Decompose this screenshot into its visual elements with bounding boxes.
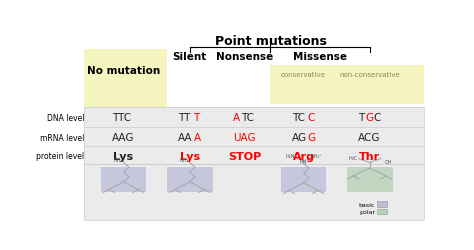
- Text: Nonsense: Nonsense: [216, 52, 273, 62]
- Text: Lys: Lys: [113, 151, 134, 161]
- Bar: [346, 168, 392, 193]
- Text: G: G: [308, 133, 316, 143]
- Text: STOP: STOP: [228, 151, 261, 161]
- Text: polar: polar: [359, 210, 375, 214]
- Text: Missense: Missense: [293, 52, 347, 62]
- Bar: [84, 50, 167, 108]
- Text: H₃C: H₃C: [348, 156, 358, 160]
- Text: mRNA level: mRNA level: [40, 133, 84, 142]
- Text: AG: AG: [292, 133, 307, 143]
- Text: NH₂⁺: NH₂⁺: [114, 158, 126, 162]
- Text: A: A: [193, 133, 201, 143]
- Text: A: A: [233, 112, 240, 122]
- Text: protein level: protein level: [36, 152, 84, 160]
- Text: DNA level: DNA level: [47, 113, 84, 122]
- Text: TC: TC: [292, 112, 305, 122]
- Text: NH₂⁺: NH₂⁺: [180, 158, 192, 162]
- Text: ACG: ACG: [358, 133, 381, 143]
- Text: Arg: Arg: [292, 151, 315, 161]
- Text: Silent: Silent: [173, 52, 207, 62]
- Bar: [377, 202, 387, 207]
- Text: T: T: [358, 112, 365, 122]
- Text: non-conservative: non-conservative: [339, 71, 400, 77]
- Text: TTC: TTC: [112, 112, 131, 122]
- Text: UAG: UAG: [233, 133, 256, 143]
- Text: AA: AA: [178, 133, 192, 143]
- Bar: [281, 168, 327, 193]
- Text: TC: TC: [241, 112, 254, 122]
- Text: T: T: [193, 112, 200, 122]
- Bar: [84, 108, 424, 165]
- Text: Thr: Thr: [359, 151, 380, 161]
- Text: OH: OH: [384, 159, 392, 164]
- Text: C: C: [374, 112, 381, 122]
- Bar: [377, 209, 387, 214]
- Text: G: G: [366, 112, 374, 122]
- Bar: [84, 165, 424, 220]
- Text: Lys: Lys: [180, 151, 200, 161]
- Text: No mutation: No mutation: [87, 66, 160, 76]
- Bar: [167, 168, 213, 193]
- Text: C: C: [308, 112, 315, 122]
- Text: NH₂⁺: NH₂⁺: [310, 154, 322, 158]
- Text: conservative: conservative: [281, 71, 326, 77]
- Text: basic: basic: [359, 202, 375, 207]
- Text: HN: HN: [300, 159, 307, 164]
- Text: Point mutations: Point mutations: [215, 35, 327, 48]
- Bar: [100, 168, 146, 193]
- Bar: [271, 66, 424, 104]
- Text: AAG: AAG: [112, 133, 135, 143]
- Text: H₂N: H₂N: [286, 154, 295, 158]
- Text: TT: TT: [178, 112, 191, 122]
